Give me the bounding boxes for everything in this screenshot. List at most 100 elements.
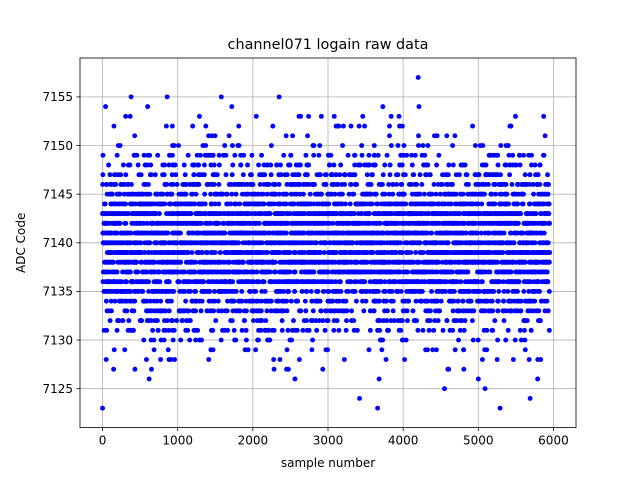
data-point	[521, 152, 526, 158]
data-point	[524, 318, 530, 324]
data-point	[212, 250, 218, 255]
data-point	[508, 269, 514, 275]
data-point	[274, 162, 280, 168]
data-point	[231, 298, 237, 304]
data-point	[175, 269, 181, 275]
data-point	[501, 298, 507, 304]
data-point	[150, 327, 156, 333]
data-point	[148, 318, 154, 324]
data-point	[132, 298, 138, 304]
data-point	[339, 191, 345, 197]
data-point	[236, 240, 242, 246]
data-point	[301, 230, 307, 236]
data-point	[509, 181, 515, 187]
data-point	[141, 220, 147, 226]
data-point	[181, 162, 187, 168]
data-point	[237, 201, 243, 207]
data-point	[360, 113, 366, 119]
data-point	[158, 298, 164, 304]
data-point	[417, 240, 423, 246]
data-point	[210, 152, 216, 158]
data-point	[354, 181, 360, 187]
data-point	[373, 191, 379, 197]
data-point	[338, 288, 344, 294]
data-point	[134, 259, 140, 265]
data-point	[223, 152, 229, 158]
data-point	[366, 211, 372, 217]
data-point	[521, 327, 527, 333]
data-point	[296, 357, 302, 362]
data-point	[198, 220, 204, 226]
data-point	[100, 181, 106, 187]
data-point	[405, 269, 411, 275]
data-point	[108, 298, 114, 304]
data-point	[352, 288, 358, 294]
data-point	[537, 318, 543, 324]
data-point	[313, 240, 319, 246]
data-point	[444, 318, 450, 324]
data-point	[458, 279, 464, 285]
data-point	[229, 318, 235, 324]
data-point	[257, 181, 263, 187]
data-point	[532, 298, 538, 304]
data-point	[532, 162, 538, 168]
data-point	[414, 181, 420, 187]
data-point	[545, 240, 551, 246]
data-point	[309, 298, 315, 304]
data-point	[395, 172, 401, 178]
data-point	[492, 318, 498, 324]
data-point	[211, 162, 217, 168]
data-point	[132, 133, 138, 139]
data-point	[527, 172, 533, 178]
data-point	[368, 181, 374, 187]
data-point	[516, 279, 521, 285]
data-point	[369, 201, 375, 207]
data-points	[100, 75, 553, 411]
data-point	[445, 240, 451, 246]
data-point	[460, 298, 466, 304]
data-point	[228, 201, 233, 207]
data-point	[451, 288, 457, 294]
data-point	[500, 250, 506, 255]
data-point	[183, 191, 189, 197]
data-point	[470, 123, 476, 129]
data-point	[182, 172, 188, 178]
data-point	[304, 172, 310, 178]
data-point	[348, 123, 354, 129]
data-point	[190, 191, 195, 197]
data-point	[233, 191, 239, 197]
data-point	[396, 113, 402, 119]
data-point	[135, 269, 141, 275]
data-point	[165, 347, 171, 353]
data-point	[156, 269, 162, 275]
data-point	[547, 220, 553, 226]
data-point	[284, 298, 290, 304]
data-point	[214, 172, 220, 178]
data-point	[123, 201, 128, 207]
data-point	[302, 298, 308, 304]
data-point	[434, 162, 440, 168]
data-point	[148, 172, 154, 178]
data-point	[103, 298, 109, 304]
data-point	[134, 152, 140, 158]
data-point	[173, 172, 179, 178]
data-point	[259, 288, 265, 294]
data-point	[431, 181, 437, 187]
data-point	[390, 191, 396, 197]
data-point	[307, 201, 313, 207]
data-point	[188, 288, 193, 294]
data-point	[546, 259, 552, 265]
data-point	[448, 201, 454, 207]
data-point	[271, 327, 277, 333]
data-point	[518, 211, 524, 217]
data-point	[191, 172, 197, 178]
data-point	[188, 211, 194, 217]
data-point	[266, 327, 272, 333]
data-point	[138, 172, 144, 178]
data-point	[311, 152, 317, 158]
data-point	[107, 172, 113, 178]
data-point	[152, 259, 158, 265]
data-point	[166, 279, 172, 285]
data-point	[542, 133, 548, 139]
data-point	[292, 288, 298, 294]
